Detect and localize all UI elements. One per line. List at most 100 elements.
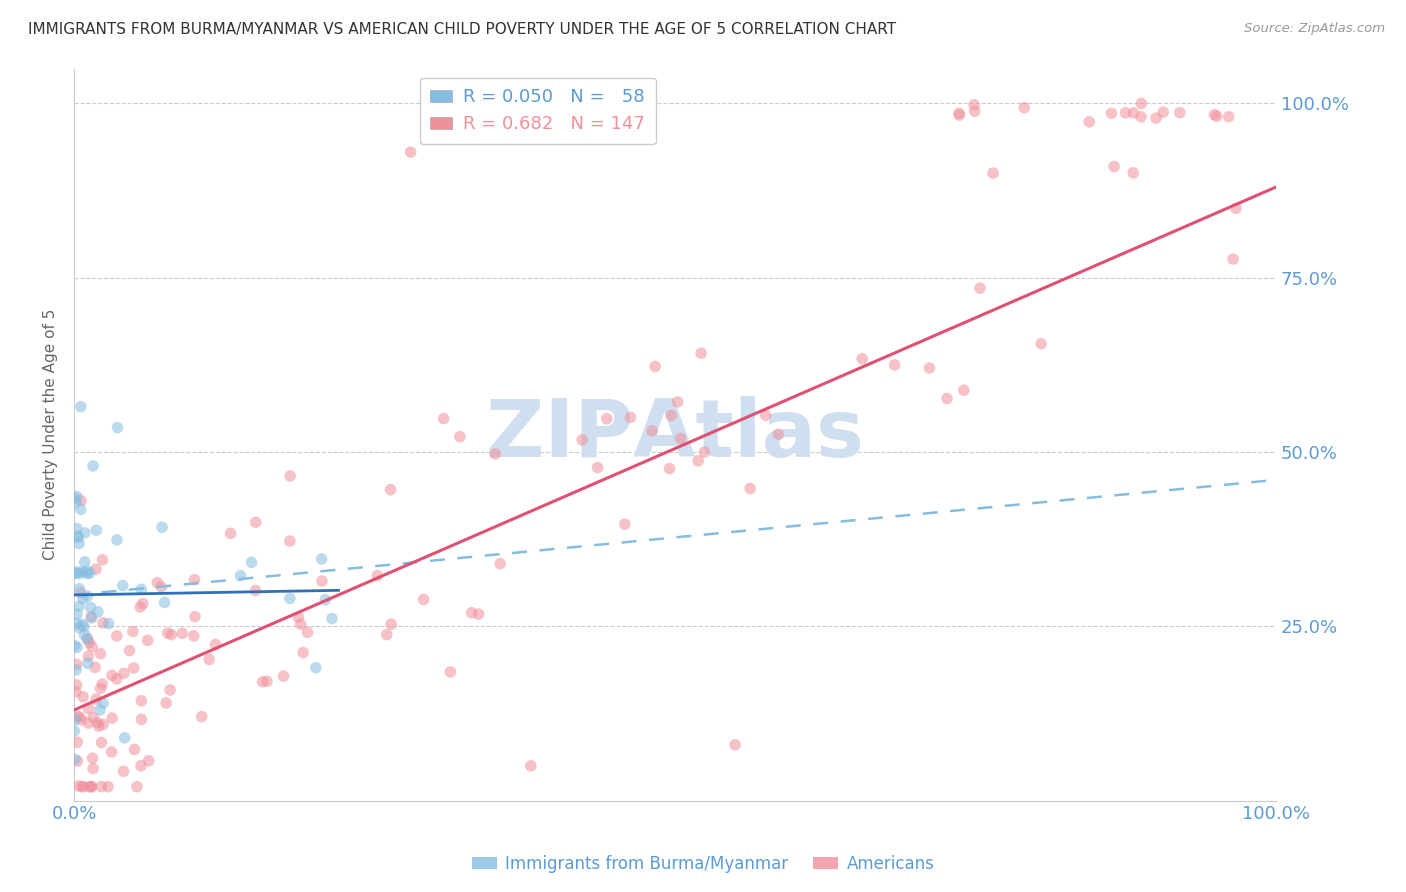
Point (66, 735, 89, 749)
Point (69, 710, 91, 724)
Point (67, 536, 90, 550)
Point (131, 712, 153, 726)
Point (65, 663, 87, 677)
Point (969, 281, 991, 295)
Point (82, 751, 104, 765)
Point (82, 762, 104, 776)
Point (84, 562, 107, 576)
Point (1012, 101, 1035, 115)
Point (76, 566, 98, 581)
Point (1204, 108, 1226, 122)
Point (76, 632, 98, 646)
Point (936, 392, 959, 406)
Point (305, 660, 328, 674)
Point (658, 461, 681, 475)
Point (118, 643, 141, 657)
Point (948, 108, 970, 122)
Point (755, 409, 778, 423)
Point (245, 515, 267, 529)
Point (122, 624, 145, 639)
Point (963, 98, 986, 112)
Point (198, 652, 221, 666)
Point (399, 145, 422, 160)
Point (963, 104, 986, 119)
Point (311, 552, 333, 566)
Point (72, 591, 94, 606)
Point (84, 523, 107, 537)
Point (73, 627, 96, 641)
Point (150, 580, 173, 594)
Point (256, 674, 278, 689)
Point (124, 742, 146, 756)
Point (89, 703, 111, 717)
Point (80, 610, 103, 624)
Point (101, 668, 124, 682)
Point (131, 694, 153, 708)
Y-axis label: Child Poverty Under the Age of 5: Child Poverty Under the Age of 5 (44, 309, 58, 560)
Point (375, 628, 398, 642)
Legend: R = 0.050   N =   58, R = 0.682   N = 147: R = 0.050 N = 58, R = 0.682 N = 147 (419, 78, 655, 145)
Point (70, 713, 93, 727)
Point (67, 582, 90, 596)
Point (156, 626, 179, 640)
Point (1222, 252, 1244, 266)
Point (273, 669, 295, 683)
Point (314, 592, 336, 607)
Point (77, 702, 100, 716)
Point (65, 713, 87, 727)
Point (105, 629, 128, 643)
Point (380, 483, 402, 497)
Point (766, 427, 789, 442)
Point (65, 495, 87, 509)
Point (1029, 336, 1052, 351)
Point (146, 575, 169, 590)
Point (80, 600, 103, 615)
Point (245, 583, 267, 598)
Point (619, 410, 641, 425)
Point (131, 582, 153, 597)
Point (219, 526, 242, 541)
Point (439, 665, 461, 679)
Point (67, 530, 90, 544)
Point (571, 433, 593, 447)
Point (67, 566, 90, 581)
Point (1225, 202, 1247, 216)
Point (84, 660, 107, 674)
Point (252, 674, 274, 689)
Point (105, 672, 128, 686)
Point (91, 717, 114, 731)
Point (644, 359, 666, 374)
Point (86, 715, 108, 730)
Point (90, 735, 112, 749)
Point (1218, 110, 1240, 124)
Point (883, 358, 905, 372)
Point (91, 696, 114, 710)
Point (1144, 111, 1167, 125)
Point (66, 490, 89, 504)
Point (80, 780, 103, 794)
Point (89, 647, 111, 661)
Point (129, 600, 152, 615)
Point (63, 752, 86, 766)
Point (67, 779, 90, 793)
Point (321, 611, 343, 625)
Point (87, 605, 110, 619)
Point (77, 649, 100, 664)
Point (520, 758, 543, 772)
Point (952, 383, 974, 397)
Point (586, 460, 609, 475)
Point (63, 566, 86, 581)
Point (366, 568, 388, 582)
Point (1205, 109, 1227, 123)
Point (69, 502, 91, 516)
Point (65, 678, 87, 692)
Point (89, 681, 111, 696)
Point (184, 609, 207, 624)
Point (204, 638, 226, 652)
Point (63, 723, 86, 738)
Point (467, 607, 489, 621)
Point (1078, 115, 1101, 129)
Point (1122, 166, 1144, 180)
Point (190, 709, 212, 723)
Point (981, 166, 1004, 180)
